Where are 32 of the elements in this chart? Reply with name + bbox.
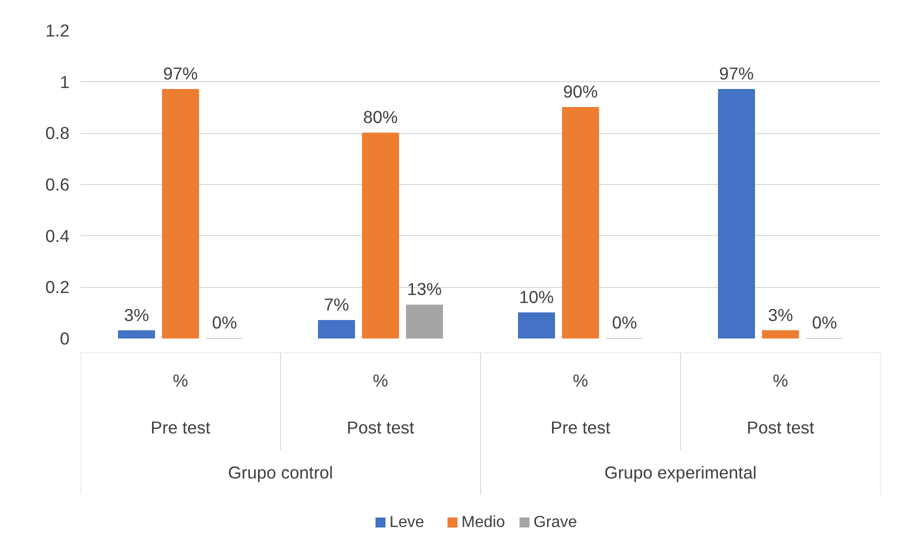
data-label: 10%: [519, 286, 554, 307]
text: Pre test: [550, 418, 611, 438]
x-tick-label: %: [172, 370, 188, 390]
data-label: 3%: [124, 304, 150, 325]
x-tick-label: %: [572, 370, 588, 390]
data-label: 13%: [407, 279, 442, 300]
text: Grupo experimental: [604, 462, 757, 482]
text: Post test: [746, 418, 814, 438]
y-tick-label: 1: [60, 72, 70, 92]
legend-label: Grave: [534, 514, 578, 531]
data-label: 97%: [163, 64, 198, 84]
text: Pre test: [150, 418, 211, 438]
data-label: 80%: [363, 107, 398, 128]
y-tick-label: 0.2: [45, 277, 70, 298]
x-tick-label: %: [772, 370, 788, 390]
x-tick-label: %: [372, 370, 388, 390]
data-label: 90%: [563, 82, 598, 102]
data-label: 0%: [612, 312, 638, 332]
legend-label: Medio: [462, 514, 506, 531]
legend-label: Leve: [390, 514, 424, 531]
y-tick-label: 0: [60, 328, 70, 348]
text: Grupo control: [228, 462, 333, 482]
data-label: 97%: [719, 64, 754, 84]
data-label: 7%: [324, 294, 350, 315]
text: Post test: [346, 418, 414, 438]
y-tick-label: 1.2: [45, 20, 70, 40]
data-label: 0%: [212, 312, 238, 332]
y-tick-label: 0.8: [45, 123, 70, 144]
data-label: 3%: [768, 304, 794, 325]
y-tick-label: 0.4: [45, 226, 70, 246]
y-tick-label: 0.6: [45, 174, 70, 194]
data-label: 0%: [812, 312, 838, 332]
